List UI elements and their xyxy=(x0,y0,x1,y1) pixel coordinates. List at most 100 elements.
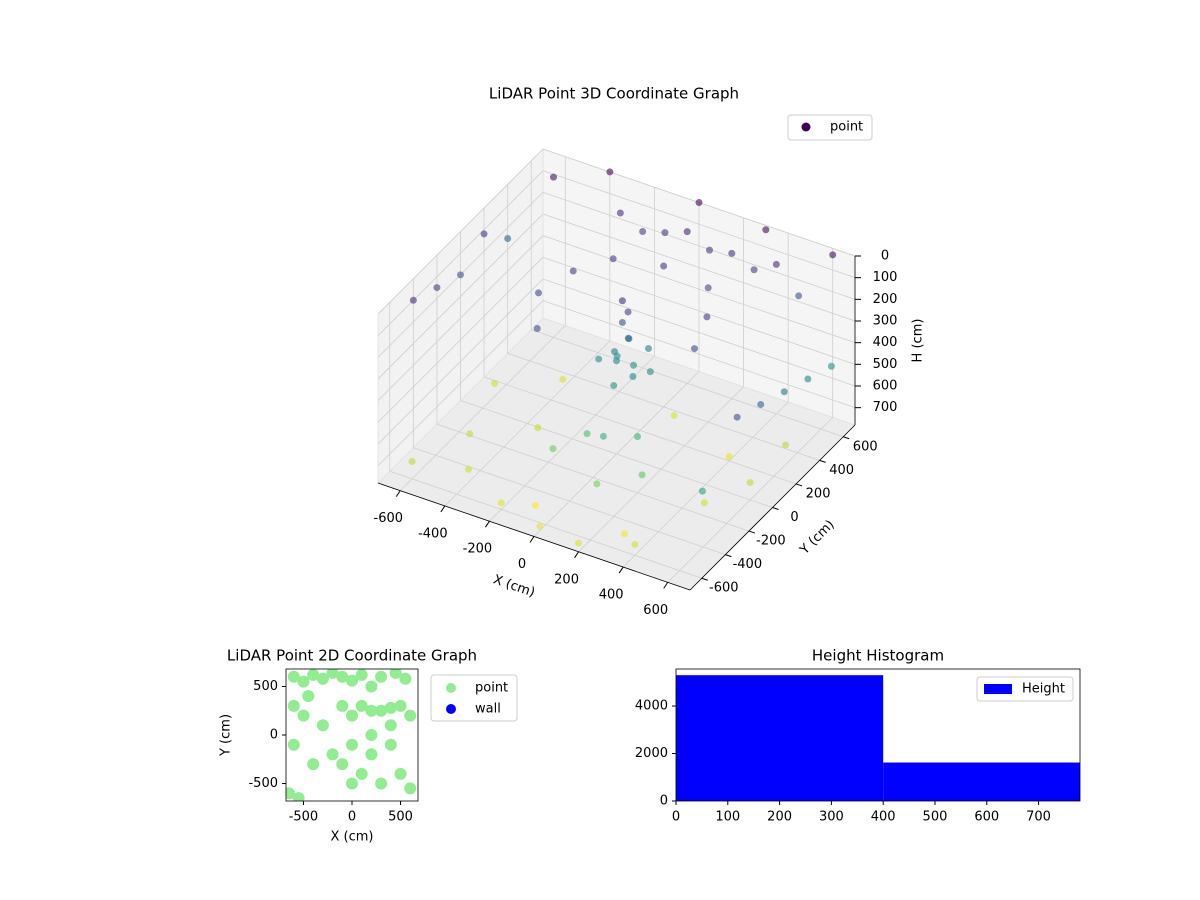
y-axis-label: Y (cm) xyxy=(219,714,234,757)
y-tick-label: 600 xyxy=(853,439,878,454)
x-tick-label: 100 xyxy=(715,810,740,825)
x-axis xyxy=(377,482,691,591)
y-tick-label: 400 xyxy=(829,463,854,478)
y-tick xyxy=(843,436,850,440)
x-tick-label: 200 xyxy=(554,572,579,587)
x-tick xyxy=(485,520,490,528)
point xyxy=(504,235,512,243)
point xyxy=(804,375,812,383)
point xyxy=(297,709,310,722)
x-tick-label: -600 xyxy=(374,511,404,526)
y-tick xyxy=(748,530,756,534)
point xyxy=(408,458,416,466)
point xyxy=(609,255,617,263)
point xyxy=(399,672,412,685)
point xyxy=(355,767,368,780)
point xyxy=(433,284,441,292)
y-tick-label: 500 xyxy=(253,679,278,694)
y-tick-label: 200 xyxy=(806,486,831,501)
point xyxy=(704,284,712,292)
z-tick-label: 400 xyxy=(873,335,898,350)
point xyxy=(618,318,626,326)
x-tick-label: 0 xyxy=(518,557,526,572)
grid-line xyxy=(507,352,820,461)
point xyxy=(404,709,417,722)
x-tick-label: 200 xyxy=(767,810,792,825)
point xyxy=(829,251,837,259)
z-tick-label: 600 xyxy=(873,379,898,394)
point xyxy=(375,670,388,683)
point xyxy=(611,348,619,356)
point xyxy=(757,400,765,408)
point xyxy=(569,267,577,275)
point xyxy=(616,209,624,217)
point xyxy=(638,471,646,479)
point xyxy=(346,738,358,751)
point xyxy=(536,522,544,530)
legend-marker xyxy=(984,684,1012,694)
x-tick-label: 500 xyxy=(923,810,948,825)
grid-line xyxy=(377,235,544,401)
point xyxy=(620,530,628,538)
legend-marker xyxy=(801,122,811,132)
point xyxy=(336,670,349,683)
point xyxy=(624,308,632,316)
point xyxy=(365,729,378,741)
legend-label: wall xyxy=(475,702,501,717)
point xyxy=(404,782,417,795)
point xyxy=(531,501,539,509)
point xyxy=(534,424,542,432)
point xyxy=(535,289,542,297)
z-tick-label: 100 xyxy=(873,270,898,285)
point xyxy=(691,345,698,353)
y-tick xyxy=(772,507,779,510)
chart-3d: -600 -400 -200 0 200 400 600 -600 -400 -200 0 200 40… xyxy=(374,85,926,618)
legend-box xyxy=(976,676,1074,702)
point xyxy=(733,413,741,421)
point xyxy=(457,271,464,279)
grid-line xyxy=(542,256,856,365)
point xyxy=(610,382,618,390)
point xyxy=(389,669,402,679)
point xyxy=(772,260,780,268)
point xyxy=(780,388,788,396)
point xyxy=(725,453,733,461)
x-tick-label: -400 xyxy=(418,526,448,541)
point xyxy=(750,266,758,274)
point xyxy=(629,373,637,381)
point xyxy=(728,249,736,257)
point xyxy=(287,699,300,712)
point xyxy=(497,499,505,507)
point xyxy=(706,246,713,254)
point xyxy=(660,262,668,270)
point xyxy=(286,787,295,800)
point xyxy=(670,411,678,419)
grid-line xyxy=(413,447,726,556)
y-axis xyxy=(689,424,856,591)
z-tick-label: 0 xyxy=(881,249,889,264)
point xyxy=(346,709,358,722)
point xyxy=(746,479,754,487)
point xyxy=(365,748,378,761)
point xyxy=(307,758,320,771)
point xyxy=(316,672,329,685)
chart-title: LiDAR Point 2D Coordinate Graph xyxy=(227,647,477,665)
x-tick-label: 0 xyxy=(348,810,356,825)
point xyxy=(384,719,397,732)
grid-line xyxy=(531,329,844,438)
y-tick xyxy=(701,577,708,581)
point xyxy=(346,777,358,790)
grid-line xyxy=(377,257,544,423)
x-tick-label: 400 xyxy=(871,810,896,825)
point xyxy=(639,228,647,235)
point xyxy=(297,675,310,688)
y-tick-label: 4000 xyxy=(635,699,668,714)
point xyxy=(700,499,708,507)
y-tick xyxy=(819,459,826,463)
point xyxy=(464,465,472,473)
bar xyxy=(883,762,1080,801)
bar xyxy=(676,675,884,801)
point xyxy=(631,540,639,548)
point xyxy=(630,361,638,369)
x-tick-label: 500 xyxy=(388,810,413,825)
